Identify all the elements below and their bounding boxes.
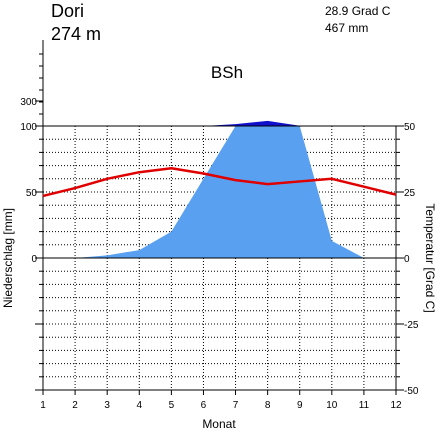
x-tick-label: 2 [72,400,78,411]
precipitation-area [43,126,396,258]
x-tick-label: 1 [40,400,46,411]
right-axis-label: Temperatur [Grad C] [423,203,437,312]
x-tick-label: 5 [169,400,175,411]
x-tick-label: 6 [201,400,207,411]
annual-precipitation: 467 mm [325,21,368,35]
left-tick-label: 100 [20,122,37,133]
right-tick-label: -50 [404,386,419,397]
left-tick-label: 0 [31,254,37,265]
precipitation-area-group [43,120,396,258]
x-tick-label: 11 [359,400,370,411]
temperature-line [42,166,397,198]
right-tick-label: 25 [404,188,416,199]
climate-class: BSh [211,63,243,82]
right-tick-label: 0 [404,254,410,265]
right-tick-label: -25 [404,320,419,331]
x-tick-label: 7 [233,400,239,411]
mean-temperature: 28.9 Grad C [325,4,391,18]
temperature-group [42,166,397,198]
x-tick-label: 8 [265,400,271,411]
station-altitude: 274 m [51,24,101,44]
x-tick-label: 4 [136,400,142,411]
axes-group [35,40,404,395]
left-axis-label: Niederschlag [mm] [1,208,15,308]
station-name: Dori [51,1,84,21]
x-tick-label: 3 [104,400,110,411]
x-tick-label: 9 [297,400,303,411]
left-tick-label: 300 [20,97,37,108]
left-tick-label: 50 [26,188,38,199]
x-tick-label: 10 [326,400,338,411]
x-axis-label: Monat [202,417,236,430]
right-tick-label: 50 [404,122,416,133]
x-tick-label: 12 [390,400,402,411]
